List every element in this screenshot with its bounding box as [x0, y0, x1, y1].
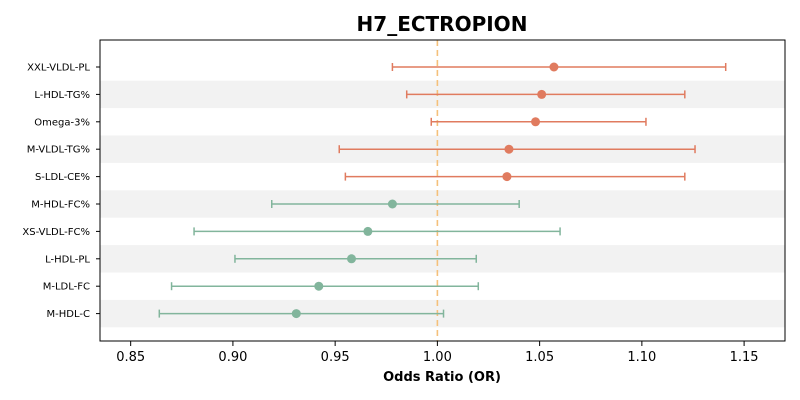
x-axis-label: Odds Ratio (OR) — [383, 370, 501, 385]
x-tick-label: 1.05 — [525, 350, 554, 365]
or-point — [537, 89, 547, 99]
x-tick-label: 1.15 — [730, 350, 759, 365]
or-point — [531, 117, 541, 127]
y-tick-label: XXL-VLDL-PL — [27, 63, 90, 74]
y-tick-label: L-HDL-TG% — [34, 90, 90, 101]
y-tick-label: L-HDL-PL — [45, 254, 90, 265]
odds-ratio-points — [291, 62, 559, 319]
or-point — [291, 309, 301, 319]
chart-title: H7_ECTROPION — [357, 12, 528, 36]
x-tick-label: 0.90 — [218, 350, 247, 365]
y-tick-label: M-VLDL-TG% — [27, 145, 90, 156]
or-point — [549, 62, 559, 72]
y-tick-label: M-HDL-C — [47, 309, 90, 320]
x-axis: 0.85 0.90 0.95 1.00 1.05 1.10 1.15 — [116, 341, 759, 365]
y-tick-label: M-HDL-FC% — [31, 200, 90, 211]
y-tick-label: XS-VLDL-FC% — [22, 227, 90, 238]
or-point — [504, 144, 514, 154]
or-point — [387, 199, 397, 209]
y-tick-label: S-LDL-CE% — [35, 172, 90, 183]
x-tick-label: 0.95 — [321, 350, 350, 365]
y-axis: XXL-VLDL-PL L-HDL-TG% Omega-3% M-VLDL-TG% S-… — [22, 63, 100, 320]
or-point — [502, 172, 512, 182]
y-tick-label: M-LDL-FC — [43, 282, 90, 293]
or-point — [347, 254, 357, 264]
x-tick-label: 1.10 — [627, 350, 656, 365]
x-tick-label: 0.85 — [116, 350, 145, 365]
or-point — [314, 281, 324, 291]
or-point — [363, 226, 373, 236]
plot-frame — [99, 39, 786, 342]
y-tick-label: Omega-3% — [34, 117, 90, 128]
x-tick-label: 1.00 — [423, 350, 452, 365]
confidence-intervals — [158, 63, 727, 318]
